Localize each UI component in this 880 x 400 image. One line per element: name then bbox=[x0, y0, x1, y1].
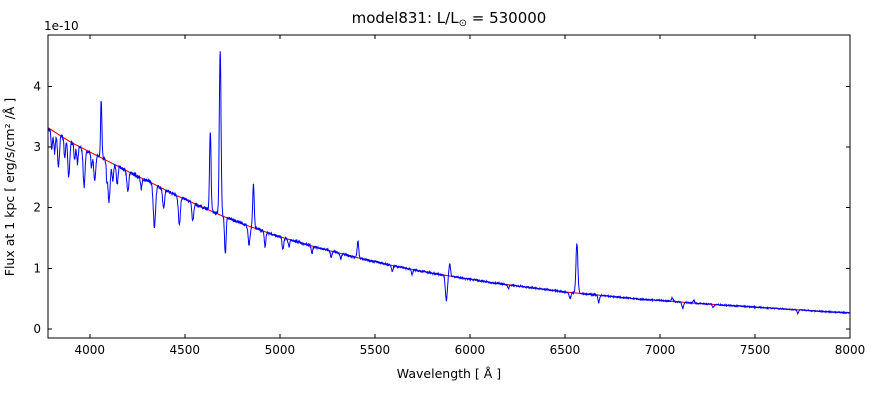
y-axis-label: Flux at 1 kpc [ erg/s/cm² /Å ] bbox=[2, 98, 17, 276]
plot-area: 4000 4500 5000 5500 6000 6500 7000 7500 8000 0 1 2 3… bbox=[33, 34, 866, 357]
x-tick-label: 8000 bbox=[835, 343, 866, 357]
sun-subscript-symbol: ⊙ bbox=[459, 18, 467, 29]
y-axis-offset-label: 1e-10 bbox=[44, 19, 79, 33]
title-prefix: model831: L/L bbox=[352, 9, 460, 27]
y-tick-label: 4 bbox=[33, 80, 41, 94]
y-tick-label: 0 bbox=[33, 322, 41, 336]
x-tick-label: 5500 bbox=[360, 343, 391, 357]
x-tick-label: 4000 bbox=[75, 343, 106, 357]
continuum-fit-line bbox=[47, 127, 851, 314]
chart-title: model831: L/L⊙ = 530000 bbox=[352, 9, 547, 29]
x-tick-label: 7000 bbox=[645, 343, 676, 357]
x-tick-label: 6000 bbox=[455, 343, 486, 357]
x-tick-label: 6500 bbox=[550, 343, 581, 357]
x-tick-label: 4500 bbox=[170, 343, 201, 357]
x-tick-label: 5000 bbox=[265, 343, 296, 357]
title-suffix: = 530000 bbox=[467, 9, 546, 27]
spectrum-line bbox=[47, 51, 851, 316]
x-axis-label: Wavelength [ Å ] bbox=[397, 366, 501, 381]
y-tick-label: 2 bbox=[33, 201, 41, 215]
y-tick-label: 1 bbox=[33, 261, 41, 275]
x-tick-label: 7500 bbox=[740, 343, 771, 357]
axes-frame bbox=[47, 34, 851, 339]
y-tick-label: 3 bbox=[33, 140, 41, 154]
